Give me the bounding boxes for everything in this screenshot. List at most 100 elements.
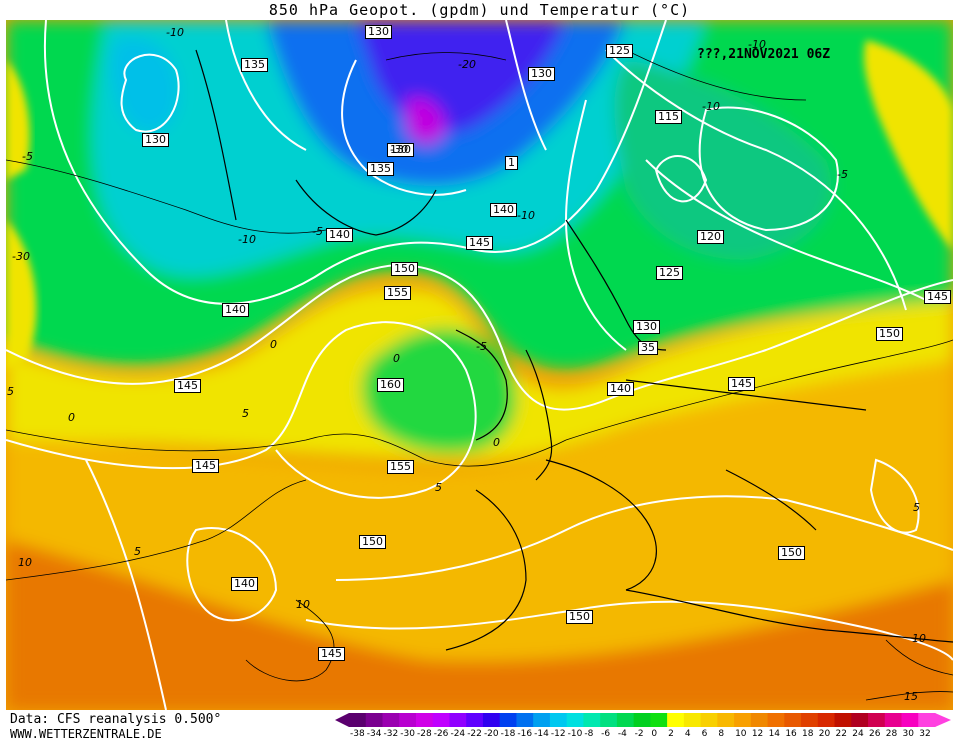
- temperature-label: -10: [702, 100, 720, 113]
- legend-tick-label: 30: [902, 729, 914, 739]
- legend-swatch: [817, 713, 836, 727]
- legend-swatch: [700, 713, 718, 727]
- legend-swatch: [533, 713, 551, 727]
- legend-tick-label: -20: [483, 729, 499, 739]
- geopotential-label: 155: [384, 286, 411, 300]
- legend-tick-label: 22: [835, 729, 847, 739]
- legend-tick-label: 6: [701, 729, 708, 739]
- temperature-label: 10: [296, 598, 310, 611]
- temperature-label: -30: [390, 143, 408, 156]
- temperature-label: 5: [134, 545, 141, 558]
- isotherm-lines: [6, 49, 953, 701]
- geopotential-label: 150: [778, 546, 805, 560]
- geopotential-label: 35: [638, 341, 658, 355]
- temperature-label: 0: [393, 352, 400, 365]
- temperature-label: 15: [904, 690, 918, 703]
- temperature-label: -5: [476, 340, 487, 353]
- coastlines: [195, 49, 953, 651]
- temperature-label: -10: [166, 26, 184, 39]
- temperature-label: 0: [68, 411, 75, 424]
- nw-cold-blob: [110, 38, 178, 133]
- temperature-label: -10: [238, 233, 256, 246]
- temperature-label: 5: [7, 385, 14, 398]
- temperature-label: 0: [493, 436, 500, 449]
- legend-tick-label: -14: [534, 729, 549, 739]
- nw-yellow-patch: [6, 60, 30, 180]
- legend-bar: [335, 713, 951, 727]
- legend-swatch: [432, 713, 450, 727]
- legend-tick-label: -8: [584, 729, 594, 739]
- geopotential-label: 145: [924, 290, 951, 304]
- geopotential-label: 145: [192, 459, 219, 473]
- legend-tick-label: 10: [735, 729, 747, 739]
- data-source-credit: Data: CFS reanalysis 0.500°: [10, 712, 222, 727]
- temperature-label: -10: [517, 209, 535, 222]
- legend-tick-label: 0: [651, 729, 658, 739]
- temperature-label: -20: [458, 58, 476, 71]
- legend-swatch: [633, 713, 651, 727]
- legend-swatch: [549, 713, 568, 727]
- legend-swatch: [734, 713, 752, 727]
- geopotential-label: 145: [318, 647, 345, 661]
- geopotential-label: 160: [377, 378, 404, 392]
- geopotential-label: 135: [241, 58, 268, 72]
- geopotential-label: 120: [697, 230, 724, 244]
- legend-tick-label: -38: [350, 729, 365, 739]
- legend-tick-label: -2: [634, 729, 644, 739]
- geopotential-label: 125: [606, 44, 633, 58]
- geopotential-label: 140: [490, 203, 517, 217]
- legend-tick-label: -10: [567, 729, 583, 739]
- temperature-label: 5: [913, 501, 920, 514]
- legend-tick-label: -34: [366, 729, 382, 739]
- legend-swatch: [717, 713, 735, 727]
- legend-swatch: [349, 713, 367, 727]
- legend-swatch: [851, 713, 869, 727]
- temperature-map: [6, 20, 953, 710]
- temperature-label: 10: [18, 556, 32, 569]
- legend-swatch: [600, 713, 618, 727]
- legend-swatch: [499, 713, 517, 727]
- legend-swatch: [868, 713, 886, 727]
- legend-tick-label: 12: [751, 729, 764, 739]
- geopotential-label: 150: [566, 610, 593, 624]
- west-yellow-patch: [6, 220, 37, 370]
- legend-tick-label: -30: [400, 729, 415, 739]
- legend-swatch: [901, 713, 919, 727]
- geopotential-label: 115: [655, 110, 682, 124]
- legend-tick-label: 24: [852, 729, 864, 739]
- legend-swatch: [466, 713, 484, 727]
- geopotential-label: 130: [528, 67, 555, 81]
- legend-tick-label: -22: [467, 729, 482, 739]
- run-timestamp: ???,21NOV2021 06Z: [697, 47, 831, 62]
- temperature-label: 0: [270, 338, 277, 351]
- geopotential-label: 155: [387, 460, 414, 474]
- legend-tick-label: 16: [785, 729, 797, 739]
- temperature-label: -5: [22, 150, 33, 163]
- legend-tick-label: 20: [818, 729, 831, 739]
- legend-swatch: [415, 713, 434, 727]
- geopotential-label: 150: [876, 327, 903, 341]
- temperature-label: 10: [912, 632, 926, 645]
- geopotential-label: 130: [365, 25, 392, 39]
- legend-tick-label: 14: [768, 729, 781, 739]
- geopotential-label: 135: [367, 162, 394, 176]
- geopotential-label: 145: [174, 379, 201, 393]
- legend-tick-label: 28: [885, 729, 898, 739]
- geopotential-label: 150: [391, 262, 418, 276]
- geopotential-label: 130: [387, 143, 414, 157]
- legend-tick-label: 8: [718, 729, 725, 739]
- legend-tick-label: -12: [550, 729, 566, 739]
- legend-arrow-right: [935, 713, 951, 727]
- legend-swatch: [683, 713, 702, 727]
- geopotential-label: 130: [633, 320, 660, 334]
- legend-tick-label: -6: [601, 729, 611, 739]
- website-credit: WWW.WETTERZENTRALE.DE: [10, 727, 162, 741]
- legend-swatch: [667, 713, 685, 727]
- legend-tick-label: -32: [383, 729, 399, 739]
- legend-swatch: [399, 713, 417, 727]
- legend-swatch: [784, 713, 802, 727]
- geopotential-label: 125: [656, 266, 683, 280]
- geopotential-label: 140: [326, 228, 353, 242]
- legend-swatch: [834, 713, 852, 727]
